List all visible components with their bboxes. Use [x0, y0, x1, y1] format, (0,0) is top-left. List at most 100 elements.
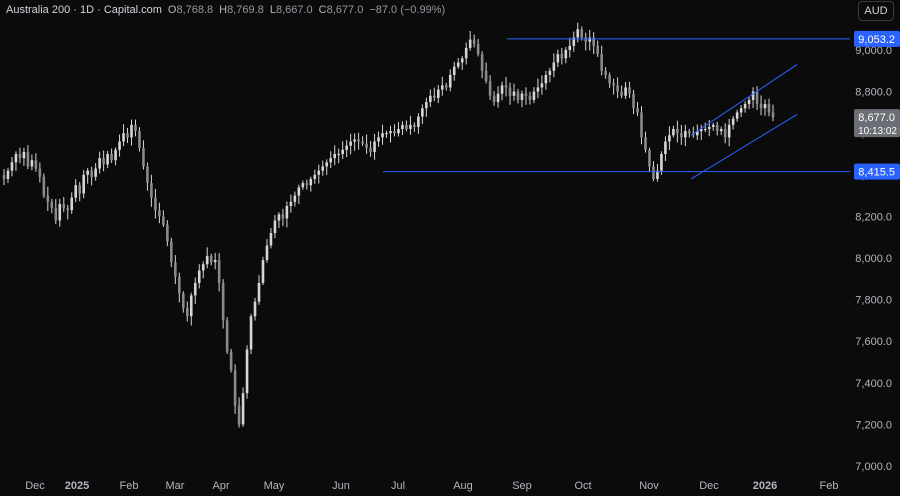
candle: [668, 126, 671, 150]
candle: [349, 133, 352, 155]
candle-body: [448, 74, 452, 88]
candle: [297, 184, 301, 205]
candle-body: [536, 87, 540, 92]
candle-body: [365, 143, 368, 148]
x-tick-label: Sep: [512, 480, 532, 492]
candle: [444, 82, 448, 91]
candle: [648, 147, 651, 173]
candle: [429, 89, 432, 107]
candle-body: [680, 133, 683, 138]
candle-body: [552, 62, 556, 71]
candle: [158, 202, 161, 224]
candle: [269, 228, 273, 249]
candle: [409, 115, 412, 135]
candle-body: [476, 43, 480, 55]
candle-body: [409, 124, 412, 130]
candle-body: [444, 85, 448, 88]
symbol-title: Australia 200 · 1D · Capital.com: [6, 4, 162, 16]
candle: [680, 124, 683, 145]
candle-body: [636, 108, 639, 113]
candle-body: [233, 370, 237, 406]
support-price-label: 8,415.5: [854, 163, 900, 180]
candle-body: [18, 154, 22, 159]
candle-body: [484, 70, 488, 82]
candle-body: [245, 349, 249, 394]
candle: [217, 253, 221, 292]
candle: [182, 291, 185, 313]
high-value: 8,769.8: [227, 4, 264, 16]
candle-body: [584, 37, 588, 42]
candle-body: [38, 168, 42, 177]
candle-body: [281, 214, 285, 219]
candle-body: [711, 124, 715, 127]
candle: [536, 78, 540, 99]
candle: [265, 238, 269, 263]
candle: [672, 125, 675, 138]
candle: [369, 140, 372, 157]
candle-body: [496, 93, 500, 102]
candle: [241, 387, 245, 427]
candle-body: [524, 93, 528, 96]
candle-body: [10, 162, 14, 171]
candle-body: [369, 147, 372, 152]
candle-body: [265, 245, 269, 261]
candle: [500, 81, 504, 101]
candle: [261, 256, 265, 286]
candle: [608, 72, 611, 88]
candle-body: [564, 50, 568, 59]
candle: [468, 30, 472, 51]
candle-body: [170, 241, 173, 263]
candle: [130, 119, 133, 146]
candle-body: [640, 112, 643, 138]
candle: [393, 124, 396, 137]
candle: [273, 214, 277, 239]
candle: [636, 102, 639, 117]
x-tick-label: Oct: [574, 480, 591, 492]
last-price-text: 8,677.0: [858, 112, 895, 124]
y-tick-label: 7,400.0: [855, 378, 892, 390]
candle: [576, 22, 580, 43]
candle-body: [78, 185, 82, 194]
candle-body: [46, 195, 50, 202]
candle-body: [703, 129, 707, 131]
candle-body: [70, 197, 74, 211]
x-tick-label: Aug: [453, 480, 473, 492]
candle: [540, 75, 544, 95]
candle: [739, 105, 743, 117]
candle: [193, 277, 197, 304]
candle: [237, 397, 241, 428]
candle-body: [719, 129, 723, 132]
candle-body: [293, 195, 297, 202]
candle: [433, 87, 436, 102]
candle: [26, 145, 30, 170]
candle: [520, 90, 524, 108]
candle: [341, 141, 344, 160]
candle: [620, 85, 623, 99]
candle: [178, 272, 181, 303]
candle: [417, 113, 420, 134]
candle: [293, 191, 297, 207]
candle-body: [520, 93, 524, 100]
candle-body: [146, 166, 149, 184]
candle-body: [544, 74, 548, 84]
candle: [166, 220, 169, 247]
candle-body: [58, 203, 62, 221]
candle-body: [596, 45, 599, 55]
candle: [735, 109, 739, 122]
candle: [548, 67, 552, 83]
candle: [719, 126, 723, 136]
candle-body: [130, 124, 133, 138]
candle-body: [532, 91, 536, 100]
candle: [285, 201, 289, 228]
candle: [345, 139, 348, 158]
candle-body: [751, 91, 755, 100]
candle-body: [381, 133, 384, 138]
candle: [401, 121, 404, 135]
change-value: −87.0 (−0.99%): [369, 4, 446, 16]
currency-button[interactable]: AUD: [858, 1, 894, 21]
candle: [78, 182, 82, 202]
candle: [90, 166, 93, 186]
candle-body: [261, 260, 265, 283]
candle-body: [616, 85, 619, 92]
